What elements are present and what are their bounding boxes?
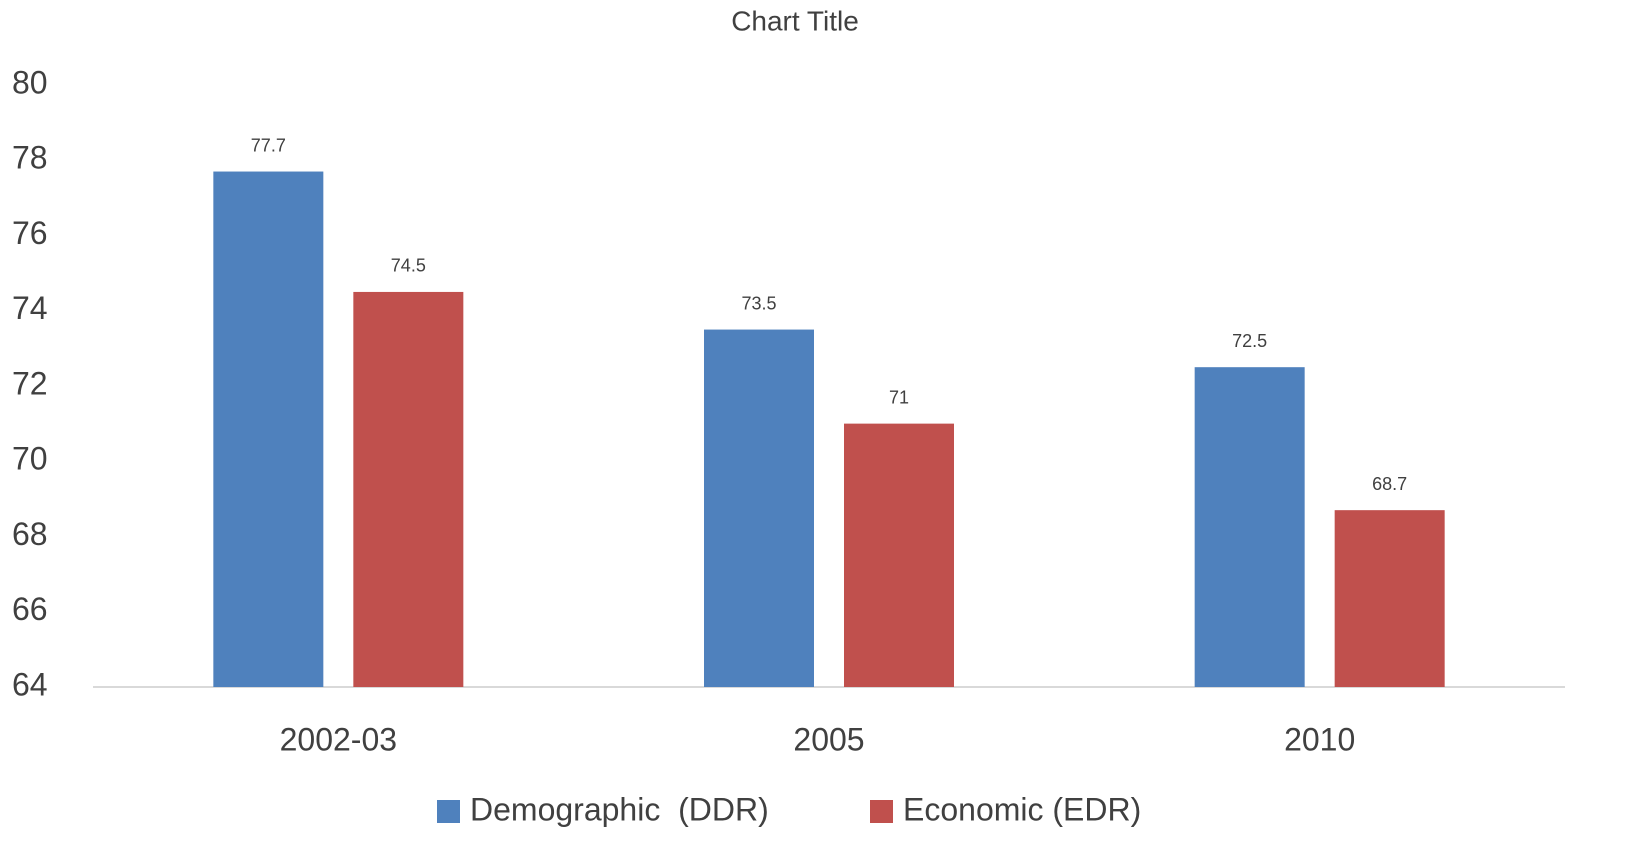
x-tick-label: 2005	[793, 721, 864, 757]
y-tick-label: 76	[12, 215, 48, 251]
bar	[1194, 367, 1305, 687]
y-tick-label: 64	[12, 666, 48, 702]
data-label: 72.5	[1232, 331, 1267, 351]
y-tick-label: 68	[12, 516, 48, 552]
data-label: 71	[889, 387, 909, 407]
y-tick-label: 78	[12, 140, 48, 176]
data-label: 74.5	[391, 256, 426, 276]
data-label: 68.7	[1372, 474, 1407, 494]
bar	[844, 423, 954, 687]
legend-label: Economic (EDR)	[903, 791, 1141, 827]
legend-label: Demographic (DDR)	[470, 791, 769, 827]
bar	[704, 329, 814, 687]
data-label: 77.7	[251, 135, 286, 155]
bar	[213, 171, 324, 688]
bar	[1334, 510, 1445, 687]
legend-swatch	[437, 800, 460, 823]
y-tick-label: 72	[12, 365, 48, 401]
y-tick-label: 66	[12, 591, 48, 627]
y-tick-label: 70	[12, 441, 48, 477]
legend-swatch	[870, 800, 893, 823]
chart-title: Chart Title	[731, 5, 859, 36]
y-tick-label: 80	[12, 64, 48, 100]
y-tick-label: 74	[12, 290, 48, 326]
x-tick-label: 2002-03	[280, 721, 397, 757]
x-tick-label: 2010	[1284, 721, 1355, 757]
bar	[353, 291, 464, 687]
data-label: 73.5	[741, 293, 776, 313]
